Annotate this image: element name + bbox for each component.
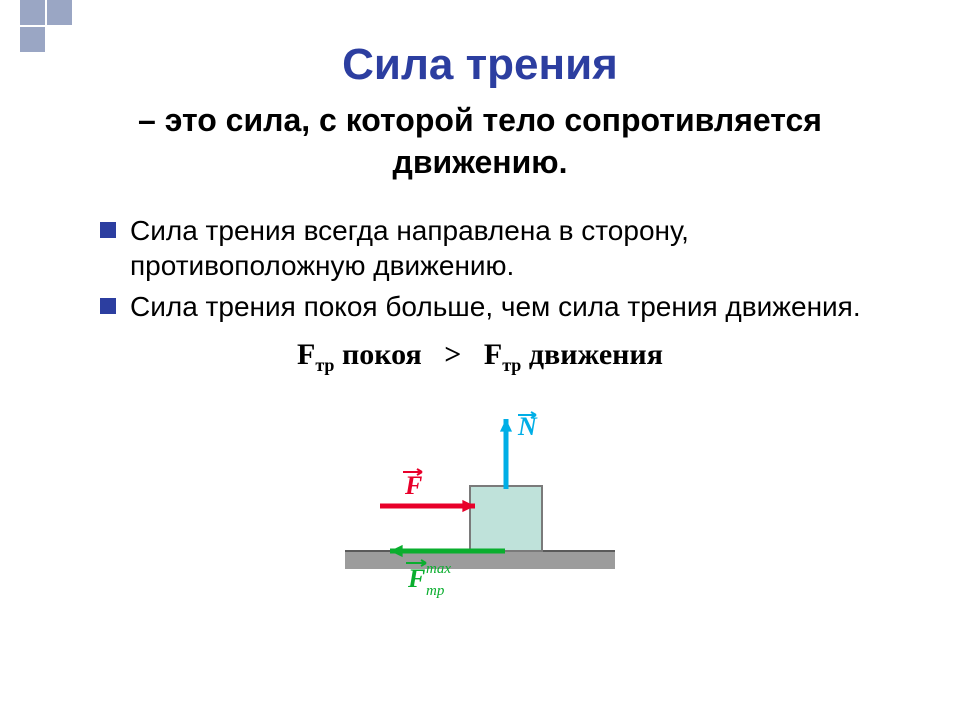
slide-subtitle: – это сила, с которой тело сопротивляетс… <box>40 100 920 183</box>
formula-rhs-word: движения <box>521 338 663 371</box>
deco-square <box>20 0 45 25</box>
bullet-marker-icon <box>100 222 116 238</box>
bullet-item: Сила трения покоя больше, чем сила трени… <box>100 289 880 324</box>
bullet-list: Сила трения всегда направлена в сторону,… <box>40 213 920 324</box>
formula-lhs-F: F <box>297 338 315 371</box>
bullet-marker-icon <box>100 298 116 314</box>
deco-square <box>47 0 72 25</box>
formula-rhs-sub: тр <box>502 355 521 375</box>
slide-title: Сила трения <box>40 40 920 90</box>
formula-lhs-sub: тр <box>315 355 334 375</box>
formula-lhs-word: покоя <box>334 338 421 371</box>
svg-text:F: F <box>404 471 422 500</box>
force-diagram-svg: NFFmpmax <box>320 401 640 601</box>
inequality-formula: Fтр покоя > Fтр движения <box>40 338 920 376</box>
bullet-text: Сила трения покоя больше, чем сила трени… <box>130 289 861 324</box>
deco-square <box>20 27 45 52</box>
slide-content: Сила трения – это сила, с которой тело с… <box>0 0 960 601</box>
formula-rhs-F: F <box>484 338 502 371</box>
force-diagram: NFFmpmax <box>40 401 920 601</box>
svg-text:mp: mp <box>426 583 445 599</box>
bullet-text: Сила трения всегда направлена в сторону,… <box>130 213 880 283</box>
svg-text:max: max <box>426 561 451 577</box>
svg-text:F: F <box>407 564 425 593</box>
formula-op: > <box>444 338 461 371</box>
bullet-item: Сила трения всегда направлена в сторону,… <box>100 213 880 283</box>
